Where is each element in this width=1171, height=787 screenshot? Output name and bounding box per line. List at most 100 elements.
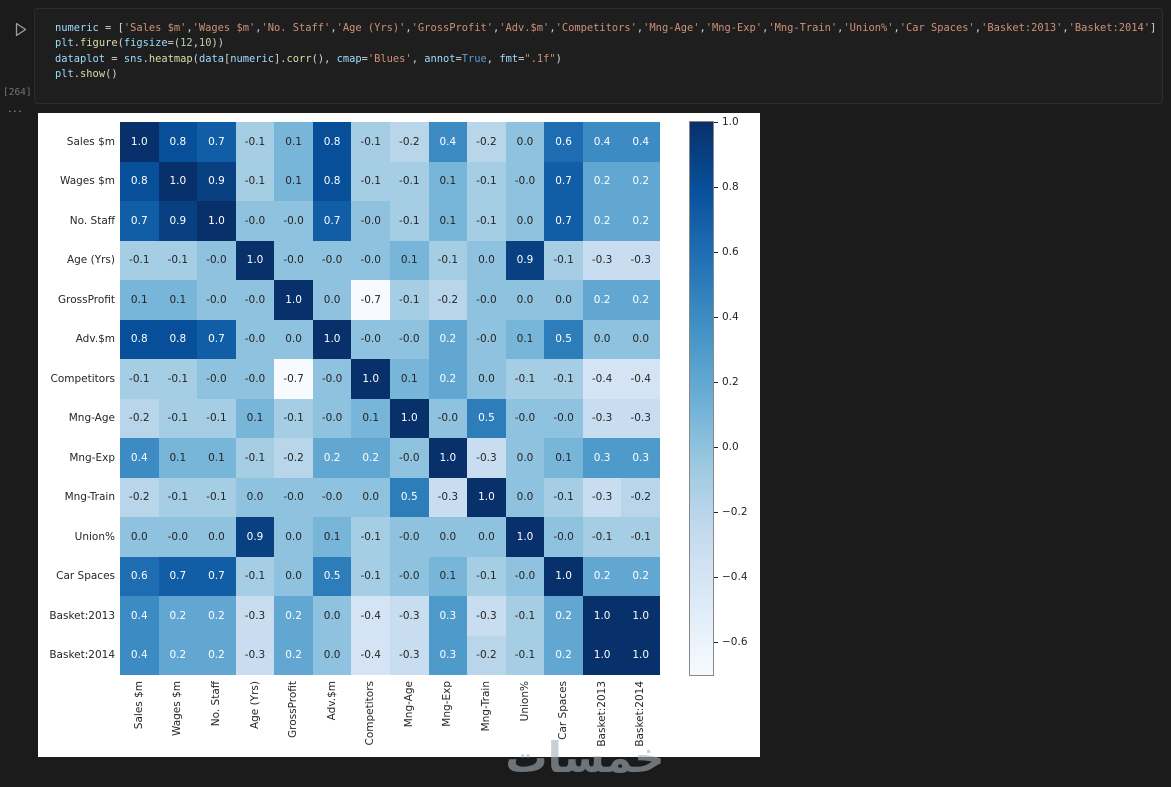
heatmap-cell: 0.9 bbox=[158, 201, 198, 241]
x-tick-label: GrossProfit bbox=[287, 681, 300, 738]
heatmap-cell: 0.2 bbox=[158, 635, 198, 675]
heatmap-cell: -0.1 bbox=[351, 556, 390, 596]
heatmap-cell: 0.7 bbox=[544, 161, 583, 201]
heatmap-cell: -0.3 bbox=[235, 635, 275, 675]
figure-output: Sales $m Wages $m No. Staff Age (Yrs) GrossP… bbox=[38, 113, 760, 757]
heatmap-cell: -0.0 bbox=[544, 398, 583, 438]
heatmap-cell: 0.8 bbox=[312, 122, 352, 162]
heatmap-cell: 0.8 bbox=[120, 161, 159, 201]
x-tick-label: Competitors bbox=[364, 681, 377, 746]
heatmap-cell: -0.3 bbox=[621, 240, 660, 280]
heatmap-cell: 0.9 bbox=[505, 240, 545, 280]
colorbar-tick-label: −0.2 bbox=[722, 506, 748, 519]
colorbar-tick bbox=[714, 316, 718, 318]
heatmap-cell: -0.3 bbox=[582, 477, 622, 517]
colorbar-tick bbox=[714, 121, 718, 123]
heatmap-grid: 1.0 0.8 0.7 -0.1 0.1 0.8 -0.1 -0.2 0.4 -0.2 0.0 0.6… bbox=[120, 122, 660, 675]
heatmap-cell: -0.1 bbox=[544, 477, 583, 517]
heatmap-cell: -0.1 bbox=[390, 161, 429, 201]
y-tick-label: Basket:2014 bbox=[49, 649, 115, 662]
heatmap-cell: 0.1 bbox=[274, 161, 313, 201]
heatmap-cell: 0.2 bbox=[428, 319, 468, 359]
colorbar-tick-label: 0.8 bbox=[722, 181, 739, 194]
colorbar-tick bbox=[714, 446, 718, 448]
heatmap-cell: 0.2 bbox=[621, 201, 660, 241]
x-tick-label: Adv.$m bbox=[325, 681, 338, 721]
heatmap-cell: 0.6 bbox=[544, 122, 583, 162]
y-tick-label: Competitors bbox=[50, 372, 115, 385]
run-cell-button[interactable] bbox=[12, 20, 30, 38]
heatmap-cell: -0.1 bbox=[351, 517, 390, 557]
heatmap-cell: 0.2 bbox=[544, 635, 583, 675]
heatmap-cell: -0.3 bbox=[467, 438, 506, 478]
cell-toolbar-ellipsis[interactable]: ... bbox=[8, 100, 24, 115]
code-editor[interactable]: numeric = ['Sales $m','Wages $m','No. St… bbox=[55, 21, 1156, 83]
colorbar-tick bbox=[714, 381, 718, 383]
heatmap-cell: -0.0 bbox=[351, 240, 390, 280]
heatmap-cell: -0.0 bbox=[467, 280, 506, 320]
heatmap-cell: -0.4 bbox=[582, 359, 622, 399]
heatmap-cell: 1.0 bbox=[274, 280, 313, 320]
heatmap-cell: 0.2 bbox=[197, 596, 236, 636]
x-tick-label: Mng-Age bbox=[402, 681, 415, 728]
heatmap-cell: 0.7 bbox=[197, 319, 236, 359]
heatmap-cell: 1.0 bbox=[351, 359, 390, 399]
heatmap-cell: 0.0 bbox=[197, 517, 236, 557]
code-line: plt.show() bbox=[55, 68, 118, 81]
heatmap-cell: 0.2 bbox=[312, 438, 352, 478]
heatmap-cell: -0.1 bbox=[235, 122, 275, 162]
heatmap-cell: 0.0 bbox=[505, 122, 545, 162]
heatmap-cell: 1.0 bbox=[120, 122, 159, 162]
heatmap-cell: 0.0 bbox=[505, 477, 545, 517]
heatmap-cell: -0.0 bbox=[505, 556, 545, 596]
heatmap-cell: -0.3 bbox=[582, 398, 622, 438]
y-tick-label: Mng-Exp bbox=[69, 451, 115, 464]
colorbar-tick-label: 0.6 bbox=[722, 246, 739, 259]
heatmap-cell: -0.1 bbox=[158, 359, 198, 399]
heatmap-cell: -0.0 bbox=[390, 319, 429, 359]
heatmap-cell: 0.3 bbox=[428, 596, 468, 636]
heatmap-cell: -0.0 bbox=[274, 201, 313, 241]
heatmap-cell: -0.2 bbox=[120, 477, 159, 517]
heatmap-cell: 0.1 bbox=[120, 280, 159, 320]
heatmap-cell: 0.7 bbox=[120, 201, 159, 241]
heatmap-cell: -0.3 bbox=[582, 240, 622, 280]
heatmap-cell: -0.1 bbox=[582, 517, 622, 557]
colorbar-tick-label: 0.2 bbox=[722, 376, 739, 389]
heatmap-cell: 0.0 bbox=[312, 596, 352, 636]
y-tick-label: Mng-Train bbox=[64, 491, 115, 504]
heatmap-cell: -0.3 bbox=[235, 596, 275, 636]
heatmap-cell: 0.1 bbox=[544, 438, 583, 478]
heatmap-cell: 0.4 bbox=[582, 122, 622, 162]
heatmap-cell: -0.2 bbox=[274, 438, 313, 478]
y-tick-label: Basket:2013 bbox=[49, 609, 115, 622]
heatmap-cell: 0.3 bbox=[428, 635, 468, 675]
execution-count: [264] bbox=[3, 87, 32, 98]
x-tick-label: Basket:2013 bbox=[595, 681, 608, 747]
x-tick-label: Car Spaces bbox=[557, 681, 570, 740]
heatmap-cell: -0.1 bbox=[351, 161, 390, 201]
heatmap-cell: 0.5 bbox=[544, 319, 583, 359]
heatmap-cell: 1.0 bbox=[544, 556, 583, 596]
heatmap-cell: -0.1 bbox=[505, 635, 545, 675]
y-tick-label: GrossProfit bbox=[58, 293, 115, 306]
heatmap-cell: 0.0 bbox=[120, 517, 159, 557]
heatmap-cell: -0.1 bbox=[197, 477, 236, 517]
x-tick-label: Sales $m bbox=[132, 681, 145, 730]
heatmap-cell: 0.3 bbox=[621, 438, 660, 478]
heatmap-cell: -0.1 bbox=[351, 122, 390, 162]
heatmap-cell: -0.0 bbox=[158, 517, 198, 557]
heatmap-cell: 0.0 bbox=[428, 517, 468, 557]
heatmap-cell: -0.2 bbox=[120, 398, 159, 438]
heatmap-cell: -0.4 bbox=[621, 359, 660, 399]
heatmap-cell: -0.1 bbox=[467, 556, 506, 596]
heatmap-cell: 0.2 bbox=[582, 556, 622, 596]
heatmap-cell: -0.1 bbox=[544, 240, 583, 280]
heatmap-cell: 0.1 bbox=[351, 398, 390, 438]
heatmap-cell: 0.9 bbox=[197, 161, 236, 201]
heatmap-cell: 0.2 bbox=[428, 359, 468, 399]
heatmap-cell: 0.0 bbox=[312, 635, 352, 675]
colorbar-tick bbox=[714, 576, 718, 578]
heatmap-cell: 0.1 bbox=[197, 438, 236, 478]
heatmap-cell: -0.4 bbox=[351, 635, 390, 675]
